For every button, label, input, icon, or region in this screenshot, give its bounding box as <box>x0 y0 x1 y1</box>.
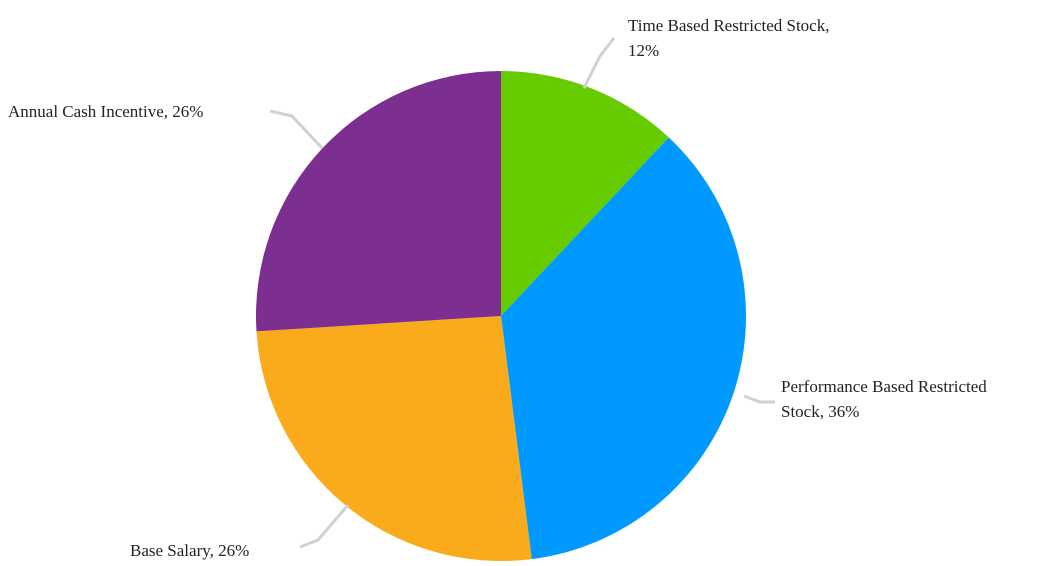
data-label-performance-based-restricted-stock-line-2: Stock, 36% <box>781 402 859 421</box>
pie-slice-base-salary <box>256 316 532 562</box>
data-label-base-salary-line-1: Base Salary, 26% <box>130 541 249 560</box>
leader-lines-layer <box>269 37 775 549</box>
leader-line-annual-cash-incentive <box>269 109 324 150</box>
pie-slice-annual-cash-incentive <box>255 71 501 332</box>
data-label-time-based-restricted-stock-line-2: 12% <box>628 41 659 60</box>
pie-slice-performance-based-restricted-stock <box>501 137 747 560</box>
data-label-time-based-restricted-stock-line-1: Time Based Restricted Stock, <box>628 16 829 35</box>
labels-layer: Time Based Restricted Stock, 12% Performan… <box>8 16 987 560</box>
data-label-performance-based-restricted-stock-line-1: Performance Based Restricted <box>781 377 987 396</box>
leader-line-performance-based-restricted-stock <box>743 394 775 404</box>
leader-line-time-based-restricted-stock <box>582 37 616 89</box>
leader-line-base-salary <box>299 504 350 549</box>
slices-layer <box>255 71 747 562</box>
pie-slice-time-based-restricted-stock <box>501 71 669 316</box>
data-label-annual-cash-incentive-line-1: Annual Cash Incentive, 26% <box>8 102 203 121</box>
